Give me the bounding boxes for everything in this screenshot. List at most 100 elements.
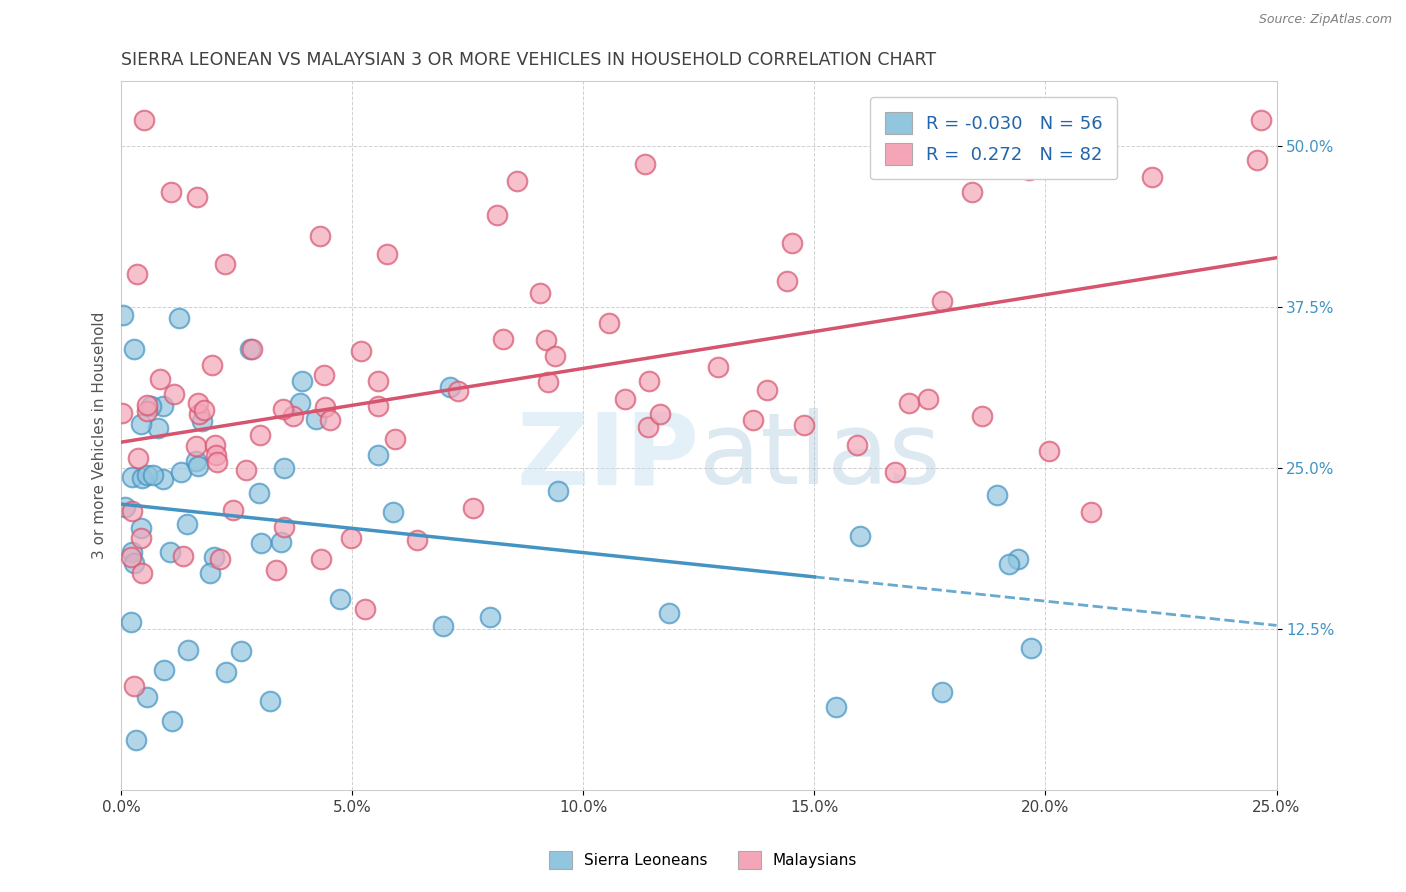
Point (149, 372, 172, 386)
Text: Source: ZipAtlas.com: Source: ZipAtlas.com (1258, 13, 1392, 27)
Point (755, 384, 778, 398)
Point (314, 368, 336, 383)
Point (288, 396, 311, 410)
Point (201, 358, 224, 372)
Point (111, 308, 134, 322)
Point (188, 407, 211, 421)
Legend: Sierra Leoneans, Malaysians: Sierra Leoneans, Malaysians (543, 845, 863, 875)
Point (986, 488, 1008, 502)
Point (1250, 113, 1272, 128)
Point (129, 531, 152, 545)
Point (845, 438, 868, 452)
Point (127, 267, 149, 281)
Point (637, 420, 659, 434)
Point (367, 374, 389, 388)
Point (534, 333, 557, 347)
Point (177, 643, 200, 657)
Point (204, 438, 226, 452)
Point (121, 544, 143, 558)
Point (492, 332, 515, 346)
Point (120, 549, 142, 564)
Point (122, 679, 145, 693)
Point (259, 694, 281, 708)
Point (209, 551, 232, 566)
Point (917, 392, 939, 406)
Point (367, 448, 389, 462)
Point (291, 374, 314, 388)
Point (1246, 153, 1268, 167)
Point (207, 455, 229, 469)
Point (176, 516, 198, 531)
Point (242, 343, 264, 357)
Point (205, 448, 228, 462)
Point (1080, 505, 1102, 519)
Point (329, 592, 352, 607)
Legend: R = -0.030   N = 56, R =  0.272   N = 82: R = -0.030 N = 56, R = 0.272 N = 82 (870, 97, 1118, 179)
Point (202, 549, 225, 564)
Point (249, 535, 271, 549)
Point (273, 460, 295, 475)
Point (780, 236, 803, 251)
Point (111, 407, 134, 421)
Point (742, 413, 765, 427)
Point (931, 294, 953, 309)
Point (270, 534, 292, 549)
Point (172, 549, 194, 563)
Point (131, 566, 153, 580)
Point (136, 404, 159, 418)
Point (529, 286, 551, 301)
Point (200, 566, 222, 580)
Point (309, 551, 332, 566)
Point (283, 409, 305, 423)
Point (184, 454, 207, 468)
Point (127, 450, 149, 465)
Point (170, 465, 193, 479)
Text: ZIP: ZIP (516, 409, 699, 506)
Point (598, 316, 620, 330)
Point (367, 399, 389, 413)
Point (638, 374, 661, 388)
Text: atlas: atlas (699, 409, 941, 506)
Point (249, 427, 271, 442)
Y-axis label: 3 or more Vehicles in Household: 3 or more Vehicles in Household (93, 312, 107, 559)
Point (1021, 641, 1043, 656)
Point (121, 470, 143, 484)
Point (142, 467, 165, 482)
Point (131, 417, 153, 432)
Point (793, 418, 815, 433)
Point (163, 387, 186, 401)
Point (931, 684, 953, 698)
Point (309, 229, 332, 244)
Point (152, 473, 174, 487)
Point (131, 521, 153, 535)
Point (825, 700, 848, 714)
Point (222, 503, 245, 517)
Point (247, 485, 270, 500)
Point (160, 714, 183, 728)
Point (186, 190, 208, 204)
Point (634, 157, 657, 171)
Point (1038, 443, 1060, 458)
Point (486, 208, 509, 222)
Point (191, 414, 214, 428)
Point (121, 504, 143, 518)
Point (167, 311, 190, 326)
Point (439, 380, 461, 394)
Point (239, 342, 262, 356)
Point (447, 384, 470, 399)
Point (658, 606, 681, 620)
Point (883, 465, 905, 479)
Point (141, 399, 163, 413)
Point (122, 342, 145, 356)
Point (353, 602, 375, 616)
Point (120, 615, 142, 630)
Point (235, 463, 257, 477)
Point (314, 400, 336, 414)
Point (897, 396, 920, 410)
Point (544, 349, 567, 363)
Point (215, 665, 238, 680)
Point (377, 247, 399, 261)
Point (547, 484, 569, 499)
Point (384, 432, 406, 446)
Point (406, 533, 429, 547)
